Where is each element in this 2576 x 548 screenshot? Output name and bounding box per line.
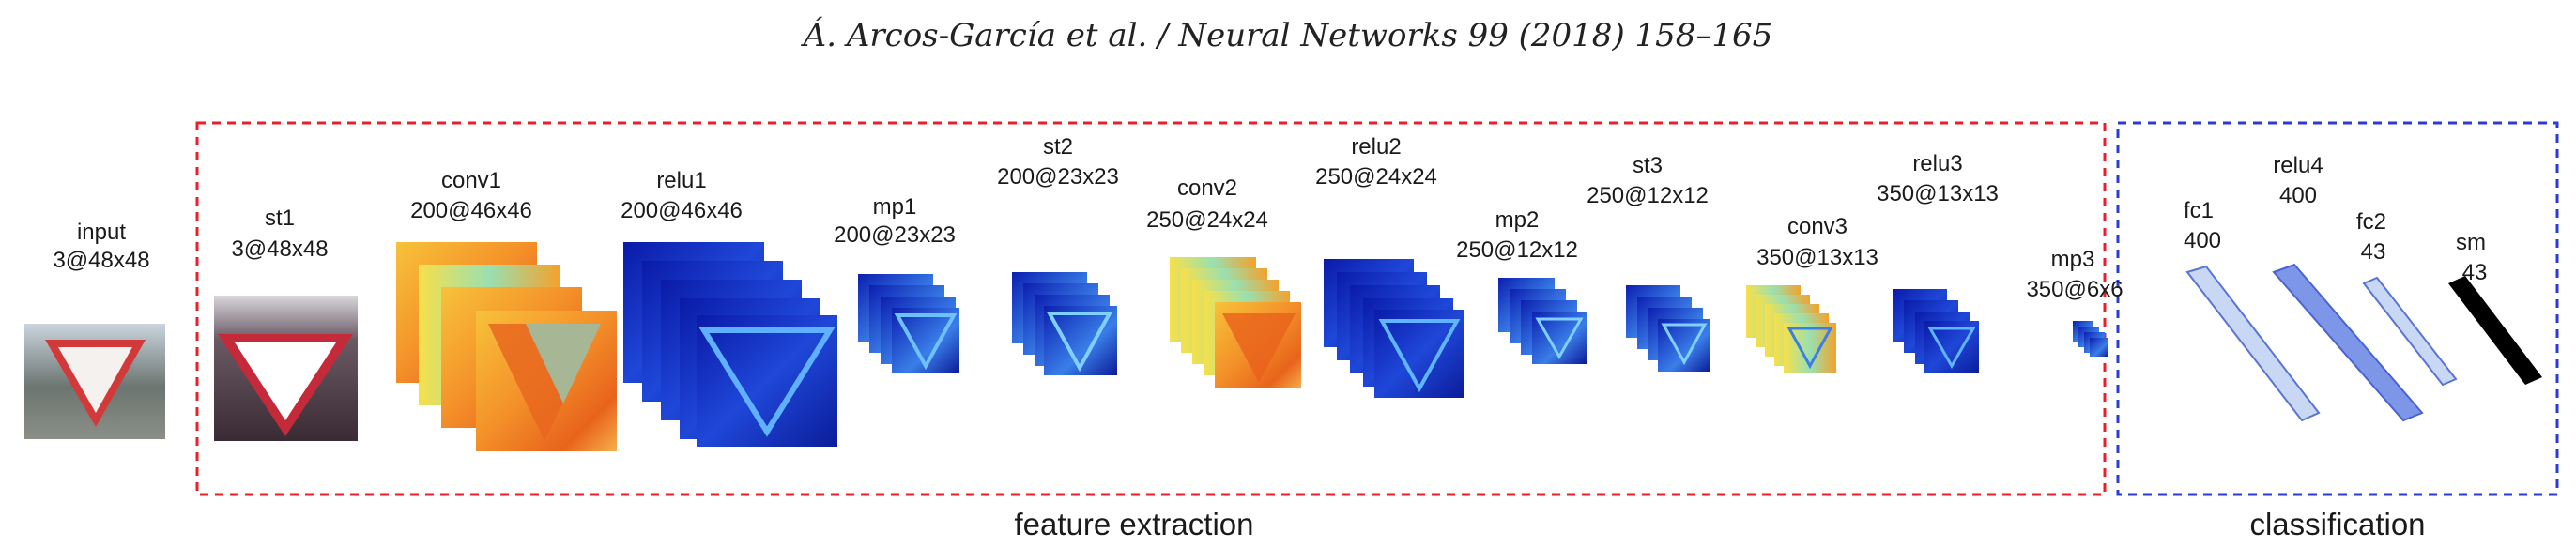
- journal-header: Á. Arcos-García et al. / Neural Networks…: [803, 17, 1773, 54]
- conv1-dims-label: 200@46x46: [410, 198, 532, 223]
- mp1-name-label: mp1: [873, 194, 917, 220]
- st3-dims-label: 250@12x12: [1587, 183, 1709, 208]
- conv2-name-label: conv2: [1177, 175, 1237, 201]
- conv3-dims-label: 350@13x13: [1756, 245, 1878, 270]
- relu4-dims-label: 400: [2279, 183, 2317, 208]
- sm-name-label: sm: [2456, 230, 2486, 255]
- relu3-feature-maps: [1893, 289, 1979, 373]
- st2-dims-label: 200@23x23: [997, 164, 1119, 190]
- fc2-layer: [2362, 276, 2458, 387]
- feature-extraction-box: [195, 121, 2107, 496]
- relu1-feature-maps: [623, 242, 837, 447]
- st3-feature-maps: [1626, 285, 1710, 372]
- conv3-name-label: conv3: [1787, 214, 1848, 239]
- mp1-dims-label: 200@23x23: [834, 222, 956, 248]
- mp3-feature-maps: [2073, 321, 2108, 357]
- fc2-dims-label: 43: [2361, 239, 2386, 265]
- st2-feature-maps: [1012, 272, 1117, 375]
- st1-name-label: st1: [265, 206, 295, 231]
- feature-extraction-label: feature extraction: [1015, 507, 1254, 541]
- classification-box: [2116, 121, 2559, 496]
- conv1-name-label: conv1: [441, 168, 501, 193]
- fc1-dims-label: 400: [2184, 228, 2221, 253]
- relu1-name-label: relu1: [656, 168, 706, 193]
- fc1-name-label: fc1: [2184, 198, 2214, 223]
- input-image: [24, 324, 165, 439]
- classification-label: classification: [2249, 507, 2425, 541]
- mp2-feature-maps: [1498, 278, 1587, 364]
- relu4-layer: [2272, 263, 2424, 422]
- st2-name-label: st2: [1043, 134, 1073, 160]
- input-name-label: input: [77, 220, 126, 245]
- softmax-layer: [2448, 276, 2542, 385]
- relu3-dims-label: 350@13x13: [1877, 181, 1999, 206]
- mp3-name-label: mp3: [2051, 247, 2095, 272]
- relu1-dims-label: 200@46x46: [621, 198, 743, 223]
- conv3-feature-maps: [1746, 285, 1836, 373]
- conv2-dims-label: 250@24x24: [1146, 207, 1268, 233]
- relu4-name-label: relu4: [2273, 153, 2323, 178]
- fc2-name-label: fc2: [2356, 209, 2386, 235]
- conv2-feature-maps: [1170, 257, 1301, 388]
- mp1-feature-maps: [858, 274, 959, 373]
- mp3-dims-label: 350@6x6: [2026, 277, 2123, 302]
- relu2-dims-label: 250@24x24: [1315, 164, 1437, 190]
- relu3-name-label: relu3: [1912, 151, 1962, 176]
- fc1-layer: [2185, 265, 2321, 422]
- st1-dims-label: 3@48x48: [231, 236, 328, 262]
- mp2-dims-label: 250@12x12: [1456, 237, 1578, 263]
- conv1-feature-maps: [396, 242, 617, 451]
- st3-name-label: st3: [1633, 153, 1663, 178]
- mp2-name-label: mp2: [1495, 207, 1540, 233]
- relu2-name-label: relu2: [1351, 134, 1401, 160]
- st1-image: [214, 296, 358, 441]
- input-dims-label: 3@48x48: [53, 248, 149, 273]
- relu2-feature-maps: [1324, 259, 1464, 398]
